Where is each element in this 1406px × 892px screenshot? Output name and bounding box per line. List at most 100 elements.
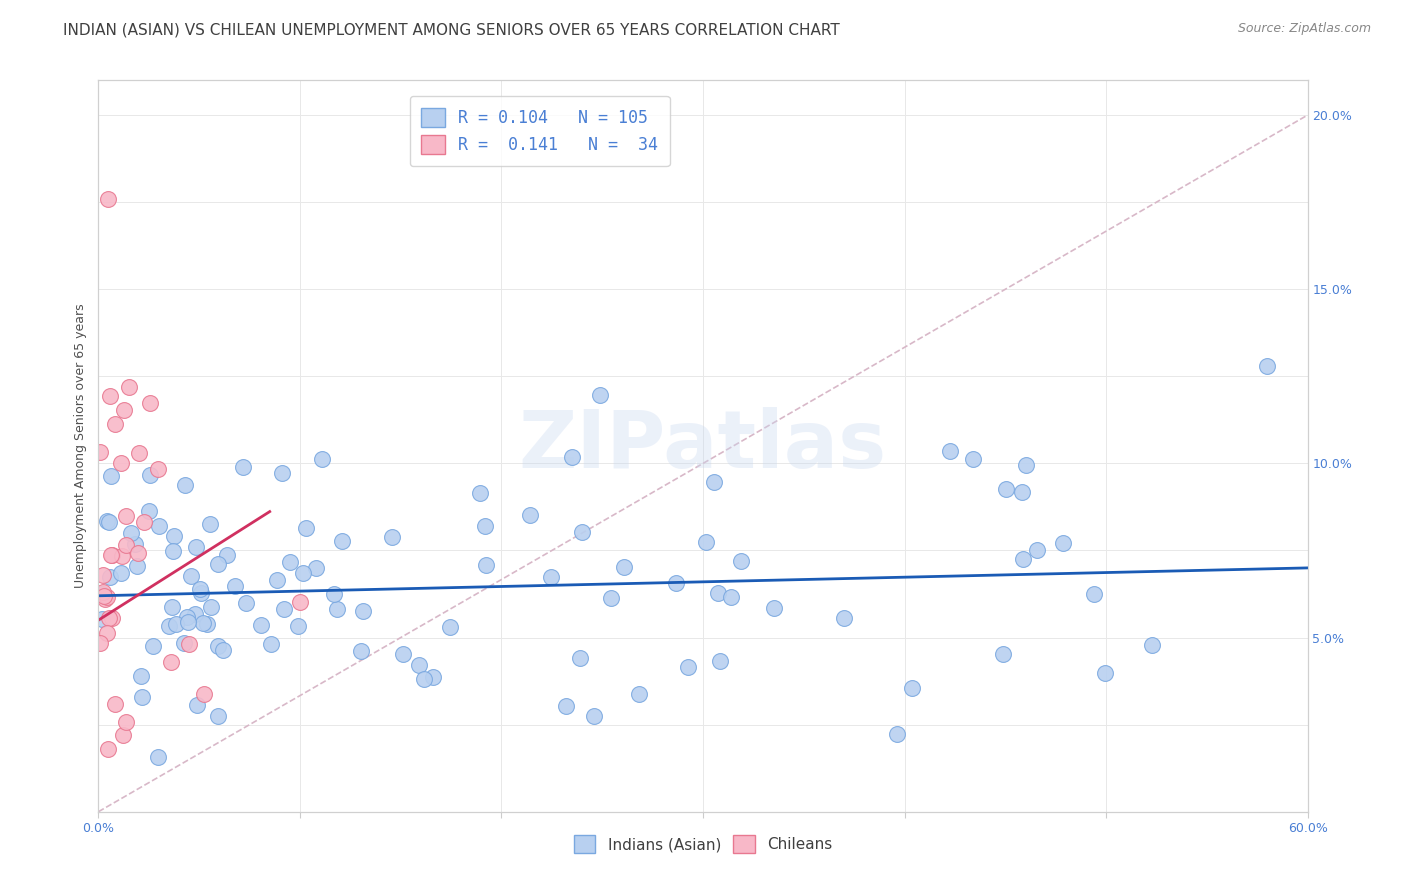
Point bbox=[1052, 536, 1074, 550]
Point bbox=[901, 681, 924, 696]
Point bbox=[703, 475, 725, 489]
Point bbox=[160, 655, 183, 669]
Point bbox=[568, 651, 591, 665]
Point bbox=[613, 559, 636, 574]
Point bbox=[142, 640, 165, 654]
Point bbox=[1140, 638, 1163, 652]
Point bbox=[104, 697, 127, 711]
Point bbox=[110, 566, 132, 580]
Point bbox=[134, 516, 156, 530]
Point bbox=[91, 568, 114, 582]
Point bbox=[994, 482, 1017, 496]
Point bbox=[235, 596, 257, 610]
Point bbox=[1011, 551, 1033, 566]
Point bbox=[162, 529, 184, 543]
Point bbox=[352, 604, 374, 618]
Text: INDIAN (ASIAN) VS CHILEAN UNEMPLOYMENT AMONG SENIORS OVER 65 YEARS CORRELATION C: INDIAN (ASIAN) VS CHILEAN UNEMPLOYMENT A… bbox=[63, 22, 839, 37]
Point bbox=[186, 698, 208, 712]
Point bbox=[177, 637, 200, 651]
Point bbox=[232, 460, 254, 475]
Point bbox=[720, 590, 742, 604]
Point bbox=[730, 554, 752, 568]
Point bbox=[138, 504, 160, 518]
Y-axis label: Unemployment Among Seniors over 65 years: Unemployment Among Seniors over 65 years bbox=[75, 303, 87, 589]
Point bbox=[470, 486, 492, 500]
Point bbox=[180, 568, 202, 582]
Point bbox=[97, 192, 120, 206]
Text: Source: ZipAtlas.com: Source: ZipAtlas.com bbox=[1237, 22, 1371, 36]
Point bbox=[98, 389, 121, 403]
Point bbox=[676, 660, 699, 674]
Point bbox=[287, 618, 309, 632]
Point bbox=[190, 586, 212, 600]
Point bbox=[280, 555, 302, 569]
Point bbox=[111, 728, 134, 742]
Point bbox=[270, 467, 292, 481]
Point bbox=[96, 626, 118, 640]
Point bbox=[91, 587, 114, 601]
Point bbox=[98, 515, 121, 529]
Point bbox=[124, 537, 146, 551]
Point bbox=[207, 639, 229, 653]
Point bbox=[413, 672, 436, 686]
Point bbox=[104, 417, 127, 432]
Point bbox=[96, 590, 118, 604]
Point bbox=[832, 611, 855, 625]
Point bbox=[160, 600, 183, 615]
Point bbox=[114, 715, 136, 730]
Point bbox=[224, 579, 246, 593]
Point bbox=[94, 591, 117, 606]
Point bbox=[555, 698, 578, 713]
Point bbox=[115, 508, 138, 523]
Point bbox=[1026, 543, 1049, 558]
Point bbox=[89, 636, 111, 650]
Point bbox=[540, 570, 562, 584]
Point bbox=[91, 584, 114, 599]
Point bbox=[292, 566, 315, 581]
Point bbox=[323, 587, 346, 601]
Point bbox=[207, 557, 229, 571]
Point bbox=[120, 526, 142, 541]
Point bbox=[311, 451, 333, 466]
Point bbox=[131, 690, 153, 705]
Point bbox=[1015, 458, 1038, 473]
Point bbox=[381, 530, 404, 544]
Point bbox=[422, 670, 444, 684]
Point bbox=[139, 467, 162, 482]
Point bbox=[146, 462, 169, 476]
Point bbox=[127, 546, 149, 560]
Point bbox=[165, 616, 187, 631]
Point bbox=[439, 620, 461, 634]
Point bbox=[627, 687, 650, 701]
Point bbox=[195, 617, 218, 632]
Point bbox=[198, 517, 221, 532]
Point bbox=[288, 595, 311, 609]
Point bbox=[100, 610, 122, 624]
Point bbox=[600, 591, 623, 606]
Point bbox=[706, 586, 728, 600]
Point bbox=[475, 558, 498, 572]
Point bbox=[991, 647, 1014, 661]
Point bbox=[665, 575, 688, 590]
Point bbox=[1011, 485, 1033, 500]
Point bbox=[118, 380, 141, 394]
Point bbox=[391, 647, 413, 661]
Point bbox=[408, 657, 430, 672]
Point bbox=[561, 450, 583, 464]
Point bbox=[571, 525, 593, 540]
Point bbox=[1094, 665, 1116, 680]
Point bbox=[939, 443, 962, 458]
Point bbox=[93, 590, 115, 604]
Point bbox=[215, 548, 238, 562]
Point bbox=[128, 446, 150, 460]
Point bbox=[100, 469, 122, 483]
Point bbox=[326, 602, 349, 616]
Point bbox=[207, 709, 229, 723]
Point bbox=[97, 610, 120, 624]
Point bbox=[188, 582, 211, 596]
Text: ZIPatlas: ZIPatlas bbox=[519, 407, 887, 485]
Point bbox=[762, 601, 785, 615]
Point bbox=[89, 444, 111, 458]
Point bbox=[695, 535, 717, 549]
Point bbox=[97, 742, 120, 756]
